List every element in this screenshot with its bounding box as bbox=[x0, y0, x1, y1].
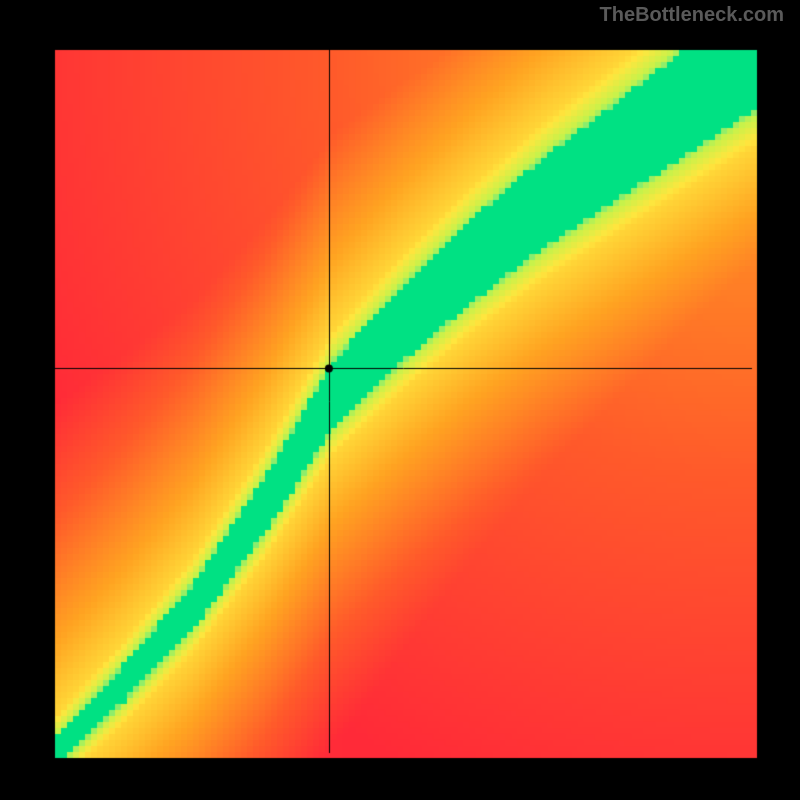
chart-container: TheBottleneck.com bbox=[0, 0, 800, 800]
bottleneck-heatmap bbox=[0, 0, 800, 800]
watermark-text: TheBottleneck.com bbox=[600, 4, 784, 27]
